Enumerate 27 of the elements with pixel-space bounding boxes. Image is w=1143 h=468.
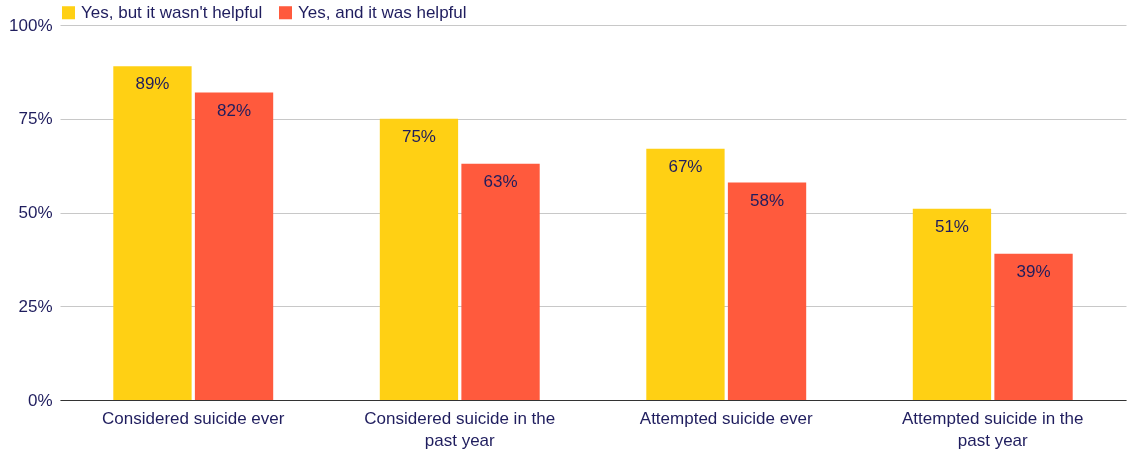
bar — [461, 163, 540, 400]
x-tick-label: Attempted suicide in the past year — [902, 408, 1084, 450]
data-label: 39% — [1016, 261, 1051, 281]
data-label: 89% — [135, 74, 170, 94]
y-tick-label: 100% — [9, 15, 53, 35]
bar — [194, 92, 274, 400]
legend-label: Yes, but it wasn't helpful — [81, 2, 263, 22]
y-tick-label: 25% — [18, 296, 53, 316]
data-label: 63% — [483, 171, 518, 191]
y-tick-label: 75% — [18, 109, 53, 129]
x-tick-label: Attempted suicide ever — [639, 408, 814, 428]
legend-label: Yes, and it was helpful — [298, 2, 467, 22]
data-label: 82% — [217, 100, 252, 120]
bar — [379, 118, 459, 400]
x-tick-label: Considered suicide ever — [102, 408, 285, 428]
data-label: 58% — [750, 190, 785, 210]
data-label: 67% — [668, 156, 703, 176]
bar — [912, 208, 992, 400]
bar — [727, 182, 807, 400]
data-label: 51% — [934, 216, 969, 236]
bar — [994, 253, 1073, 400]
bar — [113, 66, 192, 400]
y-tick-label: 50% — [18, 203, 53, 222]
data-label: 75% — [401, 126, 436, 146]
x-tick-label: Considered suicide in the past year — [364, 408, 556, 450]
y-tick-label: 0% — [27, 390, 53, 410]
bar — [646, 148, 725, 400]
